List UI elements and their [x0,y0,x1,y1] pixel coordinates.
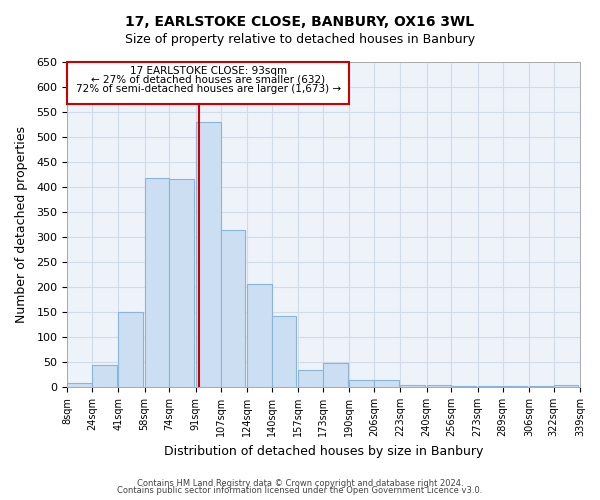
Text: 17 EARLSTOKE CLOSE: 93sqm: 17 EARLSTOKE CLOSE: 93sqm [130,66,287,76]
Bar [400,384,425,387]
Text: ← 27% of detached houses are smaller (632): ← 27% of detached houses are smaller (63… [91,74,325,85]
Bar [503,386,527,387]
Bar [451,386,476,387]
Bar [323,362,347,387]
Bar [67,383,92,387]
Bar [529,386,554,387]
FancyBboxPatch shape [67,62,349,104]
Bar [118,312,143,387]
Bar [554,384,578,387]
X-axis label: Distribution of detached houses by size in Banbury: Distribution of detached houses by size … [164,444,483,458]
Bar [196,122,221,387]
Bar [145,178,169,387]
Text: Contains public sector information licensed under the Open Government Licence v3: Contains public sector information licen… [118,486,482,495]
Bar [92,365,117,387]
Bar [272,316,296,387]
Bar [349,380,374,387]
Text: 17, EARLSTOKE CLOSE, BANBURY, OX16 3WL: 17, EARLSTOKE CLOSE, BANBURY, OX16 3WL [125,15,475,29]
Text: Size of property relative to detached houses in Banbury: Size of property relative to detached ho… [125,32,475,46]
Bar [374,380,399,387]
Y-axis label: Number of detached properties: Number of detached properties [15,126,28,323]
Text: 72% of semi-detached houses are larger (1,673) →: 72% of semi-detached houses are larger (… [76,84,341,94]
Text: Contains HM Land Registry data © Crown copyright and database right 2024.: Contains HM Land Registry data © Crown c… [137,478,463,488]
Bar [478,386,503,387]
Bar [169,179,194,387]
Bar [247,284,272,387]
Bar [221,230,245,387]
Bar [298,370,323,387]
Bar [427,384,451,387]
